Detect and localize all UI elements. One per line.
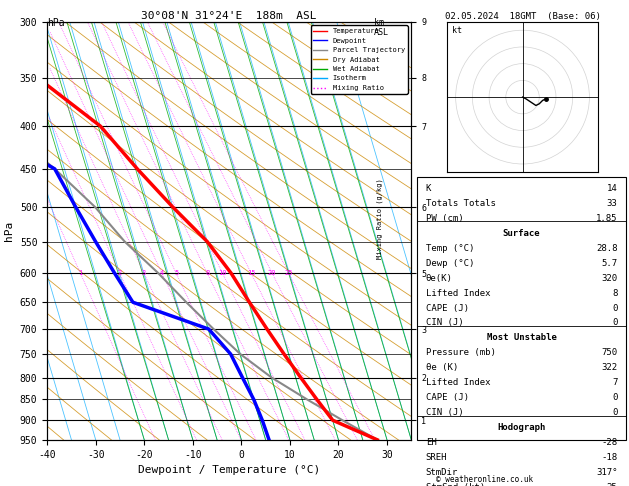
Text: Lifted Index: Lifted Index [426,379,490,387]
Text: 322: 322 [601,364,618,372]
Text: -18: -18 [601,453,618,462]
Text: StmDir: StmDir [426,468,458,477]
Text: km
ASL: km ASL [374,18,389,37]
Text: kt: kt [452,26,462,35]
Text: 0: 0 [612,393,618,402]
Text: 8: 8 [205,270,209,276]
Text: PW (cm): PW (cm) [426,214,464,223]
Text: 0: 0 [612,304,618,312]
Text: 15: 15 [247,270,255,276]
Text: Hodograph: Hodograph [498,423,546,432]
Text: CIN (J): CIN (J) [426,318,464,328]
Text: Mixing Ratio (g/kg): Mixing Ratio (g/kg) [376,178,382,259]
Text: hPa: hPa [47,18,65,28]
X-axis label: Dewpoint / Temperature (°C): Dewpoint / Temperature (°C) [138,465,320,475]
Text: 0: 0 [612,408,618,417]
Text: 750: 750 [601,348,618,357]
Y-axis label: hPa: hPa [4,221,14,241]
Text: Surface: Surface [503,229,540,238]
Text: 5.7: 5.7 [601,259,618,268]
Text: 10: 10 [218,270,226,276]
Text: Pressure (mb): Pressure (mb) [426,348,496,357]
Text: θe (K): θe (K) [426,364,458,372]
Text: θe(K): θe(K) [426,274,452,282]
Text: Dewp (°C): Dewp (°C) [426,259,474,268]
Legend: Temperature, Dewpoint, Parcel Trajectory, Dry Adiabat, Wet Adiabat, Isotherm, Mi: Temperature, Dewpoint, Parcel Trajectory… [311,25,408,94]
Text: -28: -28 [601,438,618,447]
Text: 14: 14 [607,184,618,193]
Text: © weatheronline.co.uk: © weatheronline.co.uk [436,474,533,484]
Text: 1.85: 1.85 [596,214,618,223]
Text: 7: 7 [612,379,618,387]
Text: Most Unstable: Most Unstable [487,333,557,343]
Text: CAPE (J): CAPE (J) [426,304,469,312]
Text: Temp (°C): Temp (°C) [426,243,474,253]
Text: 2: 2 [118,270,122,276]
Text: CIN (J): CIN (J) [426,408,464,417]
Text: 28.8: 28.8 [596,243,618,253]
Text: 8: 8 [612,289,618,297]
Title: 30°08'N 31°24'E  188m  ASL: 30°08'N 31°24'E 188m ASL [142,11,317,21]
Text: K: K [426,184,431,193]
Text: 4: 4 [160,270,164,276]
Text: 25: 25 [284,270,293,276]
Text: 0: 0 [612,318,618,328]
Text: 1: 1 [78,270,82,276]
Text: StmSpd (kt): StmSpd (kt) [426,483,485,486]
Text: 317°: 317° [596,468,618,477]
Text: EH: EH [426,438,437,447]
Text: 320: 320 [601,274,618,282]
Text: 3: 3 [142,270,146,276]
Text: 25: 25 [607,483,618,486]
Text: Totals Totals: Totals Totals [426,199,496,208]
Text: Lifted Index: Lifted Index [426,289,490,297]
Text: 33: 33 [607,199,618,208]
Text: SREH: SREH [426,453,447,462]
Title: 02.05.2024  18GMT  (Base: 06): 02.05.2024 18GMT (Base: 06) [445,12,601,21]
Text: 20: 20 [268,270,276,276]
Text: 5: 5 [174,270,178,276]
Text: CAPE (J): CAPE (J) [426,393,469,402]
